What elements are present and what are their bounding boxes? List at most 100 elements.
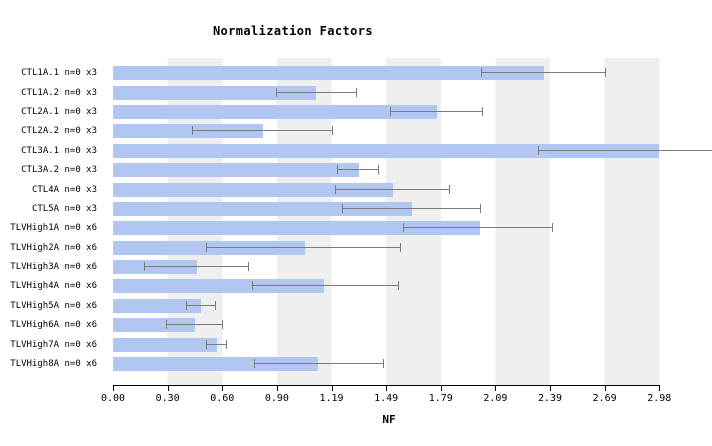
plot-area [113,58,712,385]
category-label: CTL3A.1 n=0 x3 [21,145,97,156]
category-label: TLVHigh1A n=0 x6 [10,223,97,234]
error-bar-cap-right [449,184,451,194]
error-bar-cap-right [214,300,216,310]
error-bar [342,203,482,213]
bar [113,124,264,139]
error-bar [166,320,223,330]
x-tick-mark [222,386,224,391]
bar [113,201,412,216]
x-tick-label: 1.79 [428,393,453,404]
x-tick-mark [113,386,114,391]
error-bar-cap-left [206,339,208,349]
x-tick-mark [167,386,169,391]
error-bar-cap-right [551,223,553,233]
x-tick-label: 0.00 [100,393,126,404]
error-bar [206,339,227,349]
error-bar-cap-left [336,165,338,175]
error-bar-cap-right [355,87,357,97]
error-bar [481,68,607,78]
error-bar-cap-right [482,107,484,117]
error-bar-cap-left [191,126,193,136]
error-bar-cap-left [334,184,336,194]
x-axis: 0.00 0.30 0.60 0.90 1.19 1.49 1.79 2.09 2.39 2.69… [101,385,671,404]
error-bar-cap-right [247,262,249,272]
chart-title: Normalization Factors [212,24,374,38]
error-bar [276,87,357,97]
x-axis-title: NF [382,413,396,426]
x-tick-mark [276,386,278,391]
error-bar-cap-left [186,300,188,310]
category-label: CTL3A.2 n=0 x3 [21,165,97,176]
bar [113,143,660,158]
bar [113,240,306,255]
error-bar [144,262,249,272]
error-bar-cap-right [377,165,379,175]
error-bar-cap-left [342,203,344,213]
error-bar [389,107,484,117]
x-tick-label: 0.90 [264,393,289,404]
x-tick-label: 2.98 [647,393,672,404]
x-tick-mark [550,386,552,391]
category-label: CTL1A.1 n=0 x3 [21,68,97,79]
error-bar-cap-right [225,339,227,349]
category-label: TLVHigh4A n=0 x6 [10,281,97,292]
x-tick-label: 0.60 [210,393,235,404]
error-bar [402,223,553,233]
category-label: CTL1A.2 n=0 x3 [21,87,97,98]
error-bar-cap-left [402,223,404,233]
error-bar-cap-right [605,68,607,78]
error-bar-cap-left [481,68,483,78]
error-bar-cap-right [397,281,399,291]
x-tick-mark [386,386,388,391]
error-bar-cap-left [389,107,391,117]
category-label: TLVHigh7A n=0 x6 [10,339,97,350]
category-label: TLVHigh6A n=0 x6 [10,320,97,331]
category-label: CTL2A.2 n=0 x3 [21,126,97,137]
x-tick-label: 1.19 [319,393,344,404]
bar [113,357,319,371]
error-bar-cap-left [254,359,256,368]
bar [113,318,196,333]
x-tick-mark [659,386,661,391]
bar [113,85,317,100]
bar [113,163,359,178]
x-tick-label: 2.39 [537,393,563,404]
error-bar [336,165,379,175]
error-bar-cap-left [538,145,540,155]
category-label: CTL5A n=0 x3 [31,203,97,214]
x-tick-label: 2.69 [592,393,617,404]
error-bar [334,184,451,194]
error-bar-cap-left [252,281,254,291]
x-tick-mark [331,386,333,391]
category-label: TLVHigh8A n=0 x6 [10,359,97,369]
bar [113,105,438,120]
category-label: CTL4A n=0 x3 [31,184,97,195]
error-bar-cap-left [206,242,208,252]
error-bar [252,281,399,291]
x-tick-mark [495,386,497,391]
category-label: CTL2A.1 n=0 x3 [21,107,97,118]
error-bar [254,359,385,368]
bar [113,337,218,352]
error-bar-cap-left [144,262,146,272]
error-bar [186,300,216,310]
bar [113,66,544,81]
y-axis-labels: CTL1A.1 n=0 x3 CTL1A.2 n=0 x3 CTL2A.1 n=0 … [0,0,97,446]
bar [113,260,198,275]
category-label: TLVHigh2A n=0 x6 [10,242,97,253]
error-bar-cap-right [331,126,333,136]
x-tick-mark [440,386,442,391]
x-tick-label: 1.49 [374,393,399,404]
error-bar-cap-left [276,87,278,97]
category-label: TLVHigh5A n=0 x6 [10,300,97,311]
error-bar-cap-right [480,203,482,213]
error-bar [191,126,333,136]
category-label: TLVHigh3A n=0 x6 [10,262,97,273]
bar [113,182,394,197]
x-tick-mark [604,386,606,391]
error-bar-cap-right [221,320,223,330]
error-bar-cap-left [166,320,168,330]
bar [113,221,480,236]
error-bar [206,242,401,252]
